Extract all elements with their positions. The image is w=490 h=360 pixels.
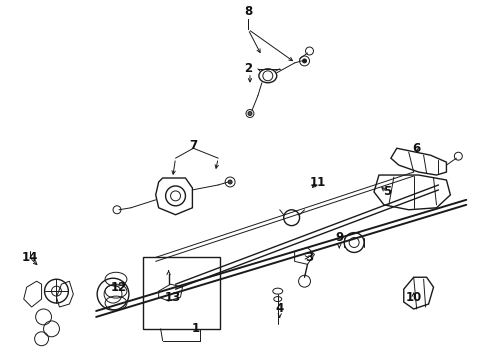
Text: 4: 4 <box>275 302 284 315</box>
Text: 14: 14 <box>22 251 38 264</box>
Text: 9: 9 <box>335 231 343 244</box>
Text: 12: 12 <box>111 281 127 294</box>
Circle shape <box>302 59 307 63</box>
Circle shape <box>228 180 232 184</box>
Text: 1: 1 <box>191 322 199 336</box>
Text: 11: 11 <box>309 176 325 189</box>
Text: 6: 6 <box>413 142 421 155</box>
Text: 13: 13 <box>165 291 181 303</box>
Circle shape <box>248 112 252 116</box>
Text: 2: 2 <box>244 62 252 75</box>
Text: 3: 3 <box>305 251 314 264</box>
Text: 8: 8 <box>244 5 252 18</box>
Text: 5: 5 <box>383 185 391 198</box>
Text: 10: 10 <box>406 291 422 303</box>
Text: 7: 7 <box>189 139 197 152</box>
Bar <box>143 257 220 329</box>
